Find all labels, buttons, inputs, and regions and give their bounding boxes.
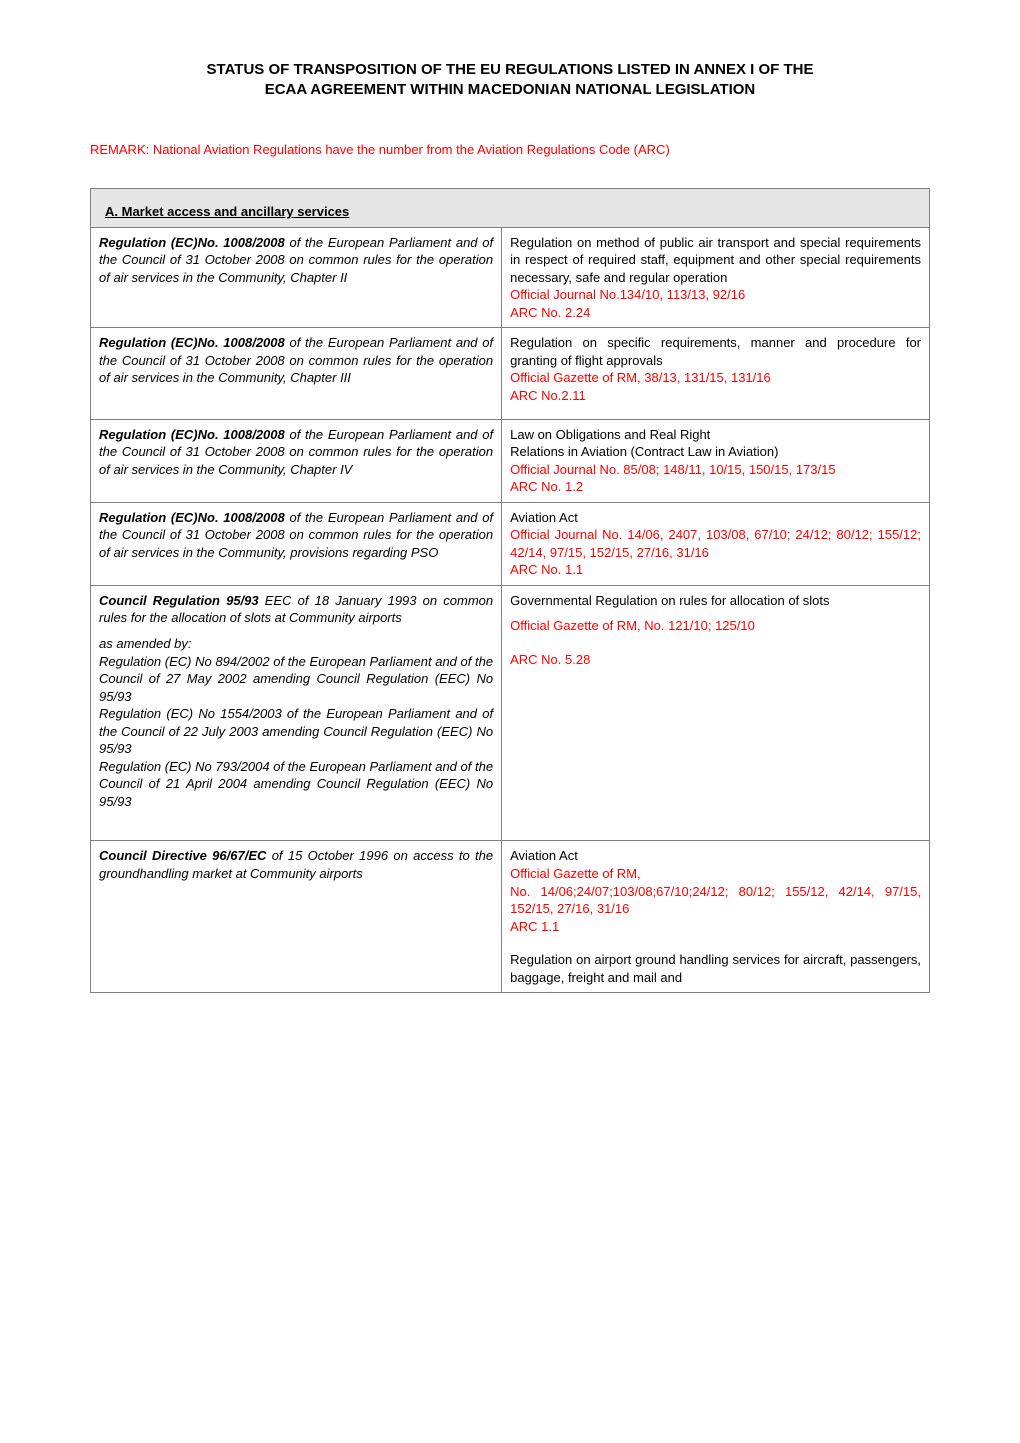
right-red: Official Journal No. 14/06, 2407, 103/08… bbox=[510, 527, 921, 560]
right-black: Aviation Act bbox=[510, 510, 578, 525]
document-title: STATUS OF TRANSPOSITION OF THE EU REGULA… bbox=[90, 60, 930, 101]
table-row: Regulation (EC)No. 1008/2008 of the Euro… bbox=[91, 227, 930, 328]
regulation-body: Regulation (EC) No 793/2004 of the Europ… bbox=[99, 759, 493, 809]
eu-regulation-cell: Council Regulation 95/93 EEC of 18 Janua… bbox=[91, 585, 502, 841]
table-row: Regulation (EC)No. 1008/2008 of the Euro… bbox=[91, 502, 930, 585]
right-red: Official Gazette of RM, No. 121/10; 125/… bbox=[510, 618, 755, 633]
right-black: Regulation on specific requirements, man… bbox=[510, 335, 921, 368]
eu-regulation-cell: Regulation (EC)No. 1008/2008 of the Euro… bbox=[91, 419, 502, 502]
right-red: ARC No. 1.2 bbox=[510, 479, 583, 494]
eu-regulation-cell: Council Directive 96/67/EC of 15 October… bbox=[91, 841, 502, 993]
eu-regulation-cell: Regulation (EC)No. 1008/2008 of the Euro… bbox=[91, 328, 502, 419]
right-red: ARC No. 2.24 bbox=[510, 305, 590, 320]
eu-regulation-cell: Regulation (EC)No. 1008/2008 of the Euro… bbox=[91, 227, 502, 328]
national-legislation-cell: Regulation on method of public air trans… bbox=[502, 227, 930, 328]
remark-text: REMARK: National Aviation Regulations ha… bbox=[90, 141, 930, 159]
table-row: Regulation (EC)No. 1008/2008 of the Euro… bbox=[91, 328, 930, 419]
title-line2: ECAA AGREEMENT WITHIN MACEDONIAN NATIONA… bbox=[265, 81, 756, 98]
title-line1: STATUS OF TRANSPOSITION OF THE EU REGULA… bbox=[207, 61, 814, 78]
right-red: Official Journal No.134/10, 113/13, 92/1… bbox=[510, 287, 745, 302]
regulation-title: Regulation (EC)No. 1008/2008 bbox=[99, 510, 285, 525]
national-legislation-cell: Aviation Act Official Journal No. 14/06,… bbox=[502, 502, 930, 585]
transposition-table: A. Market access and ancillary services … bbox=[90, 188, 930, 993]
right-black: Governmental Regulation on rules for all… bbox=[510, 593, 829, 608]
section-a-header: A. Market access and ancillary services bbox=[91, 189, 930, 228]
national-legislation-cell: Law on Obligations and Real Right Relati… bbox=[502, 419, 930, 502]
right-black: Regulation on airport ground handling se… bbox=[510, 952, 921, 985]
right-black: Aviation Act bbox=[510, 848, 578, 863]
right-red: Official Journal No. 85/08; 148/11, 10/1… bbox=[510, 462, 835, 477]
regulation-body: Regulation (EC) No 894/2002 of the Europ… bbox=[99, 654, 493, 704]
eu-regulation-cell: Regulation (EC)No. 1008/2008 of the Euro… bbox=[91, 502, 502, 585]
right-red: ARC No. 1.1 bbox=[510, 562, 583, 577]
right-red: ARC No. 5.28 bbox=[510, 652, 590, 667]
national-legislation-cell: Regulation on specific requirements, man… bbox=[502, 328, 930, 419]
regulation-title: Council Directive 96/67/EC bbox=[99, 848, 266, 863]
right-red: Official Gazette of RM, 38/13, 131/15, 1… bbox=[510, 370, 771, 385]
right-black: Law on Obligations and Real Right bbox=[510, 427, 710, 442]
right-red: No. 14/06;24/07;103/08;67/10;24/12; 80/1… bbox=[510, 884, 921, 917]
regulation-title: Regulation (EC)No. 1008/2008 bbox=[99, 235, 285, 250]
regulation-title: Regulation (EC)No. 1008/2008 bbox=[99, 427, 285, 442]
section-a-header-row: A. Market access and ancillary services bbox=[91, 189, 930, 228]
table-row: Regulation (EC)No. 1008/2008 of the Euro… bbox=[91, 419, 930, 502]
right-red: Official Gazette of RM, bbox=[510, 866, 641, 881]
right-black: Relations in Aviation (Contract Law in A… bbox=[510, 444, 778, 459]
table-row: Council Directive 96/67/EC of 15 October… bbox=[91, 841, 930, 993]
right-black: Regulation on method of public air trans… bbox=[510, 235, 921, 285]
right-red: ARC 1.1 bbox=[510, 919, 559, 934]
regulation-body: Regulation (EC) No 1554/2003 of the Euro… bbox=[99, 706, 493, 756]
table-row: Council Regulation 95/93 EEC of 18 Janua… bbox=[91, 585, 930, 841]
national-legislation-cell: Governmental Regulation on rules for all… bbox=[502, 585, 930, 841]
national-legislation-cell: Aviation Act Official Gazette of RM, No.… bbox=[502, 841, 930, 993]
right-red: ARC No.2.11 bbox=[510, 388, 586, 403]
regulation-title: Council Regulation 95/93 bbox=[99, 593, 259, 608]
regulation-body: as amended by: bbox=[99, 636, 192, 651]
regulation-title: Regulation (EC)No. 1008/2008 bbox=[99, 335, 285, 350]
